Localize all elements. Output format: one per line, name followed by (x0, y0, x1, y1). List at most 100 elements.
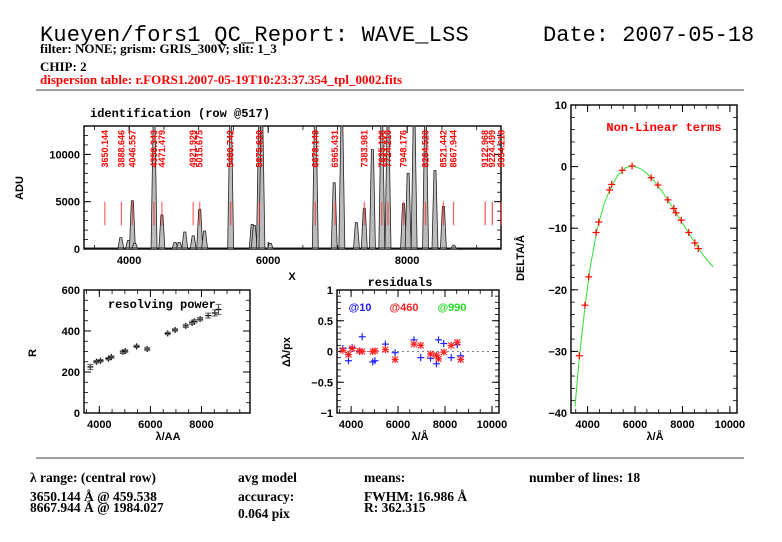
ident-ylabel: ADU (14, 176, 26, 200)
ident-ytick-label: 10000 (49, 149, 80, 161)
ident-ytick-label: 5000 (56, 197, 80, 209)
res-point-row460 (410, 340, 418, 348)
res-point-row460 (433, 351, 440, 359)
identified-line-label: 8667.944 (449, 130, 459, 168)
rp-xtick-label: 8000 (189, 419, 213, 431)
ident-ytick-label: 0 (74, 244, 80, 256)
means-resolving-power: R: 362.315 (364, 500, 426, 515)
spectrum-peak (150, 125, 158, 250)
number-of-lines: number of lines: 18 (529, 470, 641, 485)
accuracy-title: avg model (238, 470, 297, 485)
nl-frame (570, 104, 738, 414)
nl-xtick-label: 6000 (623, 419, 647, 431)
spectrum-peak (353, 222, 360, 250)
spectrum-peak (227, 125, 235, 250)
res-title: residuals (368, 276, 433, 290)
res-ytick-label: 1 (327, 285, 333, 297)
res-point-row460 (381, 346, 389, 354)
nl-ytick-label: −20 (548, 285, 567, 297)
spectrum-peak (369, 149, 376, 250)
spectrum-peak (384, 125, 392, 250)
identified-line-label: 5015.675 (195, 130, 205, 168)
identified-line-label: 4921.929 (188, 130, 198, 168)
rp-xtick-label: 6000 (138, 419, 162, 431)
identified-line-label: 4046.557 (127, 130, 137, 168)
identified-line-label: 3888.646 (116, 130, 126, 168)
spectrum-peak (258, 125, 266, 250)
rp-xtick-label: 4000 (87, 419, 111, 431)
spectrum-peak (250, 224, 258, 250)
lambda-range-start: 3650.144 Å @ 459.538 (30, 489, 157, 504)
identified-line-label: 8264.520 (421, 130, 431, 168)
res-ytick-label: −0.5 (311, 377, 333, 389)
rp-ytick-label: 600 (62, 285, 80, 297)
spectrum-peak (189, 235, 197, 250)
lambda-range-end: 8667.944 Å @ 1984.027 (30, 500, 164, 515)
identified-line-label: 7635.106 (377, 130, 387, 168)
spectrum-peak (431, 170, 439, 250)
res-ytick-label: 0.5 (318, 316, 333, 328)
spectrum-peak (181, 231, 189, 250)
res-ytick-label: −1 (320, 408, 333, 420)
nl-title: Non-Linear terms (606, 121, 721, 135)
res-point-row460 (440, 348, 448, 356)
res-point-row460 (453, 338, 461, 346)
rp-xlabel: λ/AA (155, 431, 180, 443)
identified-line-label: 9354.218 (496, 130, 506, 168)
spectrum-peak (410, 125, 418, 250)
rp-title: resolving power (108, 298, 216, 312)
nl-ytick-label: −30 (548, 346, 567, 358)
identified-line-label: 9122.968 (480, 130, 490, 168)
means-fwhm: FWHM: 16.986 Å (364, 489, 468, 504)
chip-label: CHIP: 2 (40, 59, 87, 74)
res-legend-row990: @990 (437, 302, 466, 314)
res-legend-row460: @460 (389, 302, 418, 314)
instrument-setup: filter: NONE; grism: GRIS_300V; slit: 1_… (40, 41, 277, 56)
accuracy-label: accuracy: (238, 489, 295, 504)
res-point-row460 (427, 350, 434, 358)
ident-xtick-label: 6000 (256, 255, 280, 267)
res-point-row460 (345, 351, 352, 358)
dispersion-table-label: dispersion table: r.FORS1.2007-05-19T10:… (40, 72, 403, 87)
rp-ytick-label: 0 (74, 408, 80, 420)
spectrum-peak (378, 125, 386, 250)
identified-line-label: 3650.144 (100, 130, 110, 168)
spectrum-peak (175, 241, 183, 250)
spectrum-peak (330, 182, 338, 250)
rp-ytick-label: 200 (62, 367, 80, 379)
res-ylabel: Δλ/px (281, 336, 293, 367)
identified-line-label: 7948.176 (399, 130, 409, 168)
identified-line-label: 6678.149 (310, 130, 320, 168)
res-point-row460 (391, 356, 399, 363)
res-point-row460 (371, 347, 379, 355)
identified-line-label: 4471.479 (157, 130, 167, 168)
lambda-range-title: λ range: (central row) (30, 470, 156, 485)
res-point-row460 (457, 356, 465, 363)
res-point-row460 (339, 346, 347, 354)
ident-frame (83, 125, 502, 250)
res-point-row460 (358, 348, 366, 355)
res-xtick-label: 10000 (477, 419, 508, 431)
identified-line-label: 5875.620 (254, 130, 264, 168)
spectrum-peak (201, 230, 208, 250)
rp-ytick-label: 400 (62, 326, 80, 338)
nl-xtick-label: 4000 (575, 419, 599, 431)
spectrum-peak (311, 125, 319, 250)
identified-line-label: 7724.210 (383, 130, 393, 168)
res-xlabel: λ/Å (411, 430, 428, 443)
res-xtick-label: 8000 (433, 419, 457, 431)
report-title: Kueyen/fors1 QC_Report: WAVE_LSS (40, 23, 469, 48)
spectrum-peak (404, 172, 412, 250)
ident-xlabel: X (288, 271, 296, 283)
identified-line-label: 6965.431 (330, 130, 340, 168)
nl-ytick-label: −40 (548, 408, 567, 420)
res-legend-row10: @10 (349, 302, 372, 314)
res-point-row460 (417, 341, 425, 349)
res-xtick-label: 6000 (386, 419, 410, 431)
res-point-row460 (348, 345, 356, 352)
accuracy-value: 0.064 pix (238, 506, 290, 521)
report-date: Date: 2007-05-18 (543, 23, 755, 48)
means-title: means: (364, 470, 406, 485)
identified-line-label: 4358.343 (149, 130, 159, 168)
